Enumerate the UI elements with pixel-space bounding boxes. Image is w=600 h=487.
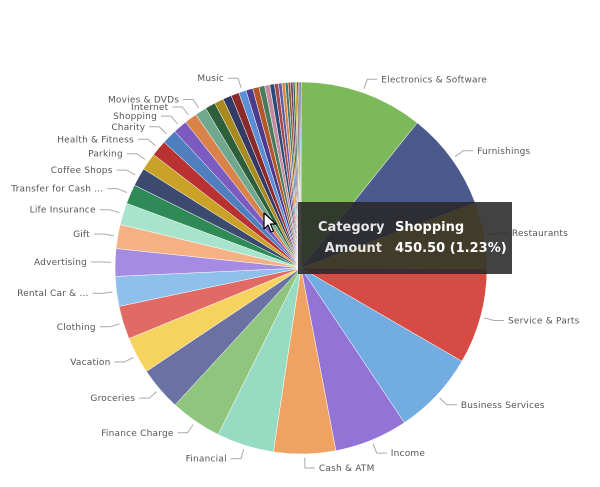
- slice-label-clothing: Clothing: [57, 323, 96, 333]
- mouse-cursor-icon: [263, 212, 277, 233]
- tooltip: Category Shopping Amount 450.50 (1.23%): [298, 202, 512, 274]
- slice-label-shopping: Shopping: [113, 112, 157, 122]
- slice-label-music: Music: [197, 74, 224, 84]
- slice-label-cash-atm: Cash & ATM: [319, 464, 375, 474]
- leader-line-music: [228, 77, 242, 88]
- slice-label-charity: Charity: [111, 123, 145, 133]
- slice-label-vacation: Vacation: [70, 358, 110, 368]
- leader-line-rental-car: [92, 291, 113, 294]
- slice-label-advertising: Advertising: [34, 258, 87, 268]
- slice-label-coffee-shops: Coffee Shops: [51, 166, 113, 176]
- tooltip-category-value: Shopping: [395, 220, 465, 235]
- tooltip-amount-key: Amount: [324, 241, 382, 256]
- tooltip-category-row: Category Shopping: [318, 217, 512, 238]
- tooltip-amount-row: Amount 450.50 (1.23%): [318, 238, 512, 259]
- tooltip-category-key: Category: [318, 220, 385, 235]
- slice-label-groceries: Groceries: [90, 394, 135, 404]
- leader-line-vacation: [114, 356, 134, 363]
- leader-line-clothing: [99, 323, 120, 328]
- slice-label-health-fitness: Health & Fitness: [57, 135, 134, 145]
- leader-line-cash-atm: [304, 457, 315, 469]
- slice-label-financial: Financial: [186, 455, 227, 465]
- leader-line-internet: [172, 106, 189, 116]
- leader-line-health-fitness: [137, 138, 156, 147]
- slice-label-service-parts: Service & Parts: [508, 317, 580, 327]
- slice-label-business-services: Business Services: [461, 401, 545, 411]
- leader-line-transfer-for-cash: [107, 188, 127, 193]
- slice-label-internet: Internet: [131, 103, 169, 113]
- leader-line-furnishings: [454, 150, 474, 158]
- slice-label-transfer-for-cash: Transfer for Cash ...: [10, 185, 103, 195]
- slice-label-income: Income: [391, 449, 426, 459]
- leader-line-business-services: [439, 397, 457, 406]
- leader-line-charity: [149, 126, 167, 135]
- leader-line-coffee-shops: [116, 169, 136, 176]
- slice-label-finance-charge: Finance Charge: [101, 429, 174, 439]
- slice-label-restaurants: Restaurants: [512, 229, 568, 239]
- leader-line-finance-charge: [177, 424, 194, 434]
- slice-label-gift: Gift: [73, 230, 90, 240]
- slice-label-parking: Parking: [88, 150, 123, 160]
- leader-line-income: [372, 443, 387, 454]
- pie-slice-unlabeled-44[interactable]: [299, 81, 302, 269]
- leader-line-shopping: [161, 115, 178, 125]
- leader-line-life-insurance: [99, 209, 120, 214]
- leader-line-groceries: [139, 391, 158, 399]
- slice-label-rental-car: Rental Car & ...: [17, 289, 89, 299]
- pie-labels: Electronics & Software Furnishings Restaur…: [10, 74, 579, 474]
- leader-line-gift: [93, 233, 114, 237]
- leader-line-service-parts: [484, 317, 504, 321]
- leader-line-electronics-software: [363, 78, 378, 89]
- leader-line-financial: [230, 449, 245, 460]
- leader-line-movies-dvds: [183, 99, 200, 109]
- leader-line-parking: [126, 153, 146, 160]
- slice-label-life-insurance: Life Insurance: [30, 206, 96, 216]
- slice-label-furnishings: Furnishings: [477, 147, 530, 157]
- slice-label-movies-dvds: Movies & DVDs: [108, 96, 179, 106]
- slice-label-electronics-software: Electronics & Software: [381, 75, 487, 85]
- tooltip-amount-value: 450.50 (1.23%): [395, 241, 507, 256]
